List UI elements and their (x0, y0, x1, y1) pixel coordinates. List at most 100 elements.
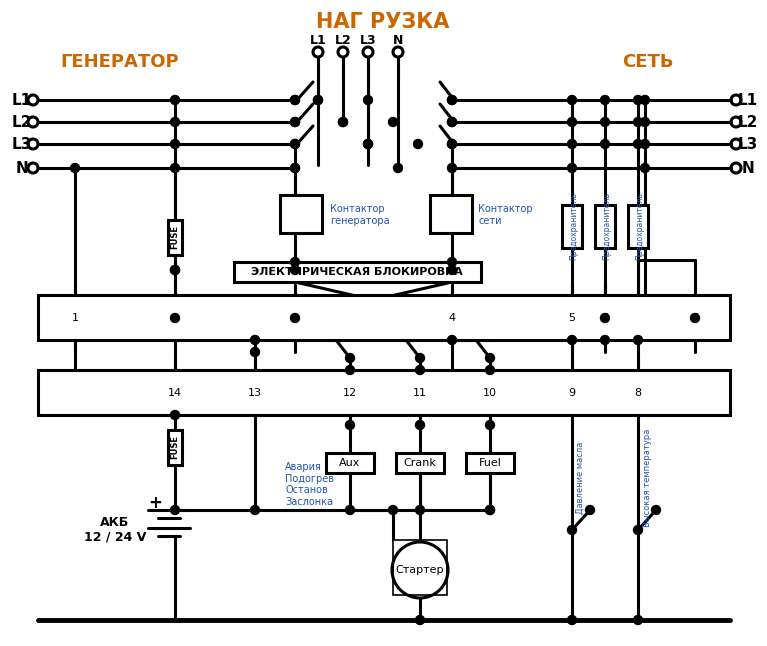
Text: АКБ
12 / 24 V: АКБ 12 / 24 V (84, 516, 146, 544)
Text: 13: 13 (248, 388, 262, 398)
Circle shape (291, 118, 299, 127)
Bar (628, 205, 648, 248)
Circle shape (486, 506, 495, 514)
Circle shape (345, 353, 354, 362)
Circle shape (338, 118, 347, 127)
Bar (430, 195, 472, 233)
Text: ГЕНЕРАТОР: ГЕНЕРАТОР (61, 53, 179, 71)
Circle shape (640, 96, 650, 105)
Text: L1: L1 (310, 34, 327, 47)
Circle shape (634, 335, 643, 344)
Circle shape (364, 96, 373, 105)
Text: L3: L3 (12, 136, 32, 152)
Circle shape (291, 313, 299, 322)
Circle shape (601, 118, 610, 127)
Circle shape (568, 335, 577, 344)
Text: СЕТЬ: СЕТЬ (622, 53, 673, 71)
Circle shape (640, 140, 650, 149)
Text: ЭЛЕКТИРИЧЕСКАЯ БЛОКИРОВКА: ЭЛЕКТИРИЧЕСКАЯ БЛОКИРОВКА (251, 267, 463, 277)
Text: L2: L2 (334, 34, 351, 47)
Bar (280, 195, 322, 233)
Circle shape (447, 118, 456, 127)
Circle shape (251, 348, 259, 357)
Circle shape (170, 118, 179, 127)
Text: Давление масла: Давление масла (575, 442, 584, 514)
Text: N: N (393, 34, 403, 47)
Circle shape (601, 96, 610, 105)
Circle shape (291, 258, 299, 267)
Circle shape (170, 313, 179, 322)
Text: Crank: Crank (403, 458, 436, 468)
Text: Контактор
генератора: Контактор генератора (330, 204, 390, 226)
Circle shape (251, 335, 259, 344)
Circle shape (568, 96, 577, 105)
Circle shape (634, 525, 643, 534)
Text: 4: 4 (449, 313, 456, 323)
Circle shape (651, 506, 660, 514)
Circle shape (601, 140, 610, 149)
Circle shape (416, 421, 424, 430)
Circle shape (601, 313, 610, 322)
Text: НАГ РУЗКА: НАГ РУЗКА (316, 12, 449, 32)
Circle shape (364, 140, 373, 149)
Text: 3: 3 (291, 313, 298, 323)
Text: L2: L2 (738, 114, 759, 129)
Circle shape (416, 506, 424, 514)
Circle shape (291, 96, 299, 105)
Text: 1: 1 (71, 313, 78, 323)
Circle shape (345, 366, 354, 375)
Bar (168, 220, 182, 255)
Circle shape (634, 616, 643, 625)
Text: Авария
Подогрев
Останов
Заслонка: Авария Подогрев Останов Заслонка (285, 462, 334, 507)
Text: 10: 10 (483, 388, 497, 398)
Circle shape (170, 266, 179, 275)
Circle shape (170, 266, 179, 275)
Circle shape (568, 118, 577, 127)
Circle shape (634, 118, 643, 127)
Text: 11: 11 (413, 388, 427, 398)
Bar (326, 453, 374, 473)
Text: L3: L3 (738, 136, 758, 152)
Text: 6: 6 (601, 313, 608, 323)
Text: Fuel: Fuel (479, 458, 502, 468)
Circle shape (393, 163, 403, 172)
Bar (466, 453, 514, 473)
Text: N: N (15, 160, 28, 176)
Circle shape (486, 353, 495, 362)
Circle shape (568, 525, 577, 534)
Circle shape (486, 421, 495, 430)
Circle shape (447, 118, 456, 127)
Bar (562, 205, 582, 248)
Text: 12: 12 (343, 388, 357, 398)
Circle shape (291, 140, 299, 149)
Circle shape (416, 616, 424, 625)
Circle shape (170, 140, 179, 149)
Circle shape (71, 163, 80, 172)
Text: L2: L2 (12, 114, 32, 129)
Circle shape (170, 163, 179, 172)
Circle shape (601, 335, 610, 344)
Circle shape (389, 118, 397, 127)
Circle shape (251, 506, 259, 514)
Text: Aux: Aux (339, 458, 360, 468)
Circle shape (640, 163, 650, 172)
Text: +: + (148, 494, 162, 512)
Text: 2: 2 (172, 313, 179, 323)
Circle shape (345, 506, 354, 514)
Circle shape (447, 335, 456, 344)
Circle shape (364, 140, 373, 149)
Circle shape (568, 140, 577, 149)
Circle shape (447, 266, 456, 275)
Text: Предохранитель: Предохранитель (603, 192, 611, 260)
Text: L1: L1 (12, 92, 32, 107)
Text: N: N (742, 160, 755, 176)
Circle shape (291, 163, 299, 172)
Circle shape (568, 163, 577, 172)
Bar (595, 205, 615, 248)
Circle shape (447, 96, 456, 105)
Circle shape (314, 96, 322, 105)
Text: Контактор
сети: Контактор сети (478, 204, 532, 226)
Bar (393, 540, 447, 595)
Circle shape (291, 96, 299, 105)
Text: 5: 5 (568, 313, 575, 323)
